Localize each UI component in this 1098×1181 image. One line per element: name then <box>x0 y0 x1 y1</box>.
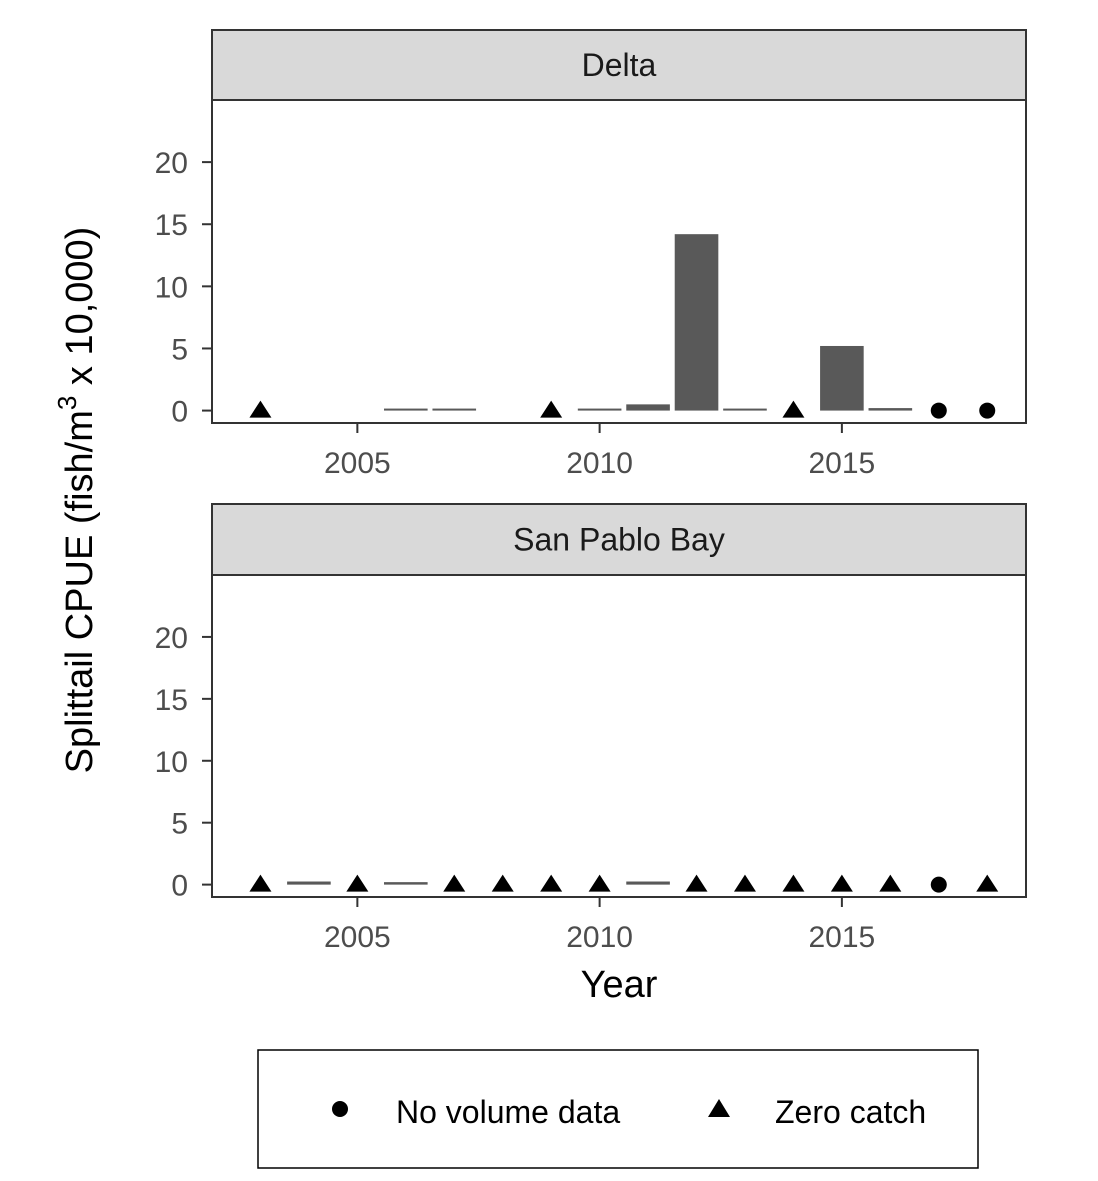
zero-catch-marker <box>782 400 805 418</box>
legend-label: No volume data <box>396 1094 620 1130</box>
y-axis-title: Splittail CPUE (fish/m3 x 10,000) <box>52 227 101 774</box>
y-tick-label: 15 <box>155 684 188 717</box>
zero-catch-marker <box>249 874 272 892</box>
x-tick-label: 2010 <box>566 447 633 480</box>
legend-triangle-icon <box>708 1099 730 1117</box>
bar-2006 <box>384 408 428 411</box>
bar-2007 <box>432 408 477 411</box>
bar-2013 <box>723 408 767 411</box>
y-tick-label: 20 <box>155 147 188 180</box>
y-tick-label: 20 <box>155 622 188 655</box>
zero-catch-marker <box>540 874 563 892</box>
zero-catch-marker <box>249 400 272 418</box>
x-tick-label: 2010 <box>566 921 633 954</box>
facet-strip <box>211 503 1027 576</box>
zero-catch-marker <box>346 874 369 892</box>
zero-catch-marker <box>443 874 466 892</box>
legend: No volume data Zero catch <box>257 1049 979 1169</box>
y-tick-label: 5 <box>171 333 188 366</box>
panel-border <box>211 574 1027 898</box>
bar-2011 <box>626 881 670 885</box>
no-volume-marker <box>930 402 947 419</box>
x-axis-title: Year <box>581 964 658 1006</box>
x-tick-label: 2005 <box>324 447 391 480</box>
facet-strip <box>211 29 1027 101</box>
y-tick-label: 10 <box>155 746 188 779</box>
no-volume-marker <box>979 402 996 419</box>
y-tick-label: 5 <box>171 808 188 841</box>
zero-catch-marker <box>540 400 563 418</box>
no-volume-marker <box>930 876 947 893</box>
bar-2011 <box>626 404 670 411</box>
y-tick-label: 0 <box>171 870 188 903</box>
y-tick-label: 15 <box>155 209 188 242</box>
zero-catch-marker <box>830 874 853 892</box>
panel-delta: Delta 0 5 10 15 20 2005 2010 2015 <box>155 29 1027 480</box>
panel-border <box>211 99 1027 424</box>
bar-2012 <box>674 234 719 411</box>
panel-san-pablo-bay: San Pablo Bay 0 5 10 15 20 2005 2010 2015 <box>155 503 1027 954</box>
bar-2016 <box>868 408 913 411</box>
x-tick-label: 2015 <box>809 921 876 954</box>
zero-catch-marker <box>685 874 708 892</box>
bar-2006 <box>384 882 428 885</box>
facet-strip-label: San Pablo Bay <box>513 522 725 558</box>
y-tick-label: 0 <box>171 396 188 429</box>
x-tick-label: 2005 <box>324 921 391 954</box>
legend-circle-icon <box>332 1101 348 1117</box>
bar-2010 <box>577 408 622 411</box>
bar-2015 <box>820 345 864 411</box>
x-tick-label: 2015 <box>809 447 876 480</box>
legend-box <box>257 1049 979 1169</box>
y-axis-title-end: x 10,000) <box>59 227 101 396</box>
y-tick-label: 10 <box>155 271 188 304</box>
zero-catch-marker <box>976 874 999 892</box>
legend-label: Zero catch <box>775 1094 926 1130</box>
facet-strip-label: Delta <box>582 47 657 83</box>
zero-catch-marker <box>588 874 611 892</box>
y-axis-title-superscript: 3 <box>52 396 82 410</box>
zero-catch-marker <box>879 874 902 892</box>
y-axis-title-main: Splittail CPUE (fish/m <box>59 410 101 773</box>
zero-catch-marker <box>491 874 514 892</box>
zero-catch-marker <box>782 874 805 892</box>
zero-catch-marker <box>733 874 756 892</box>
bar-2004 <box>287 881 331 885</box>
